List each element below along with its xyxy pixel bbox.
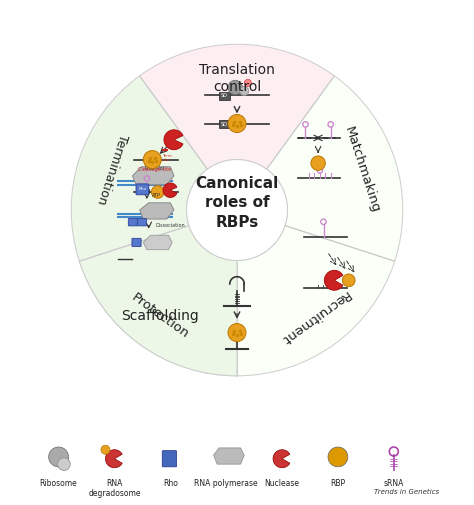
Text: Rho: Rho [163, 479, 178, 487]
Text: Termination: Termination [94, 132, 129, 206]
Polygon shape [143, 235, 172, 249]
Text: Matchmaking: Matchmaking [342, 125, 382, 214]
Text: SD: SD [221, 93, 228, 98]
Text: Cleavage site: Cleavage site [137, 167, 171, 172]
Wedge shape [267, 76, 403, 261]
Text: SD: SD [221, 122, 228, 127]
Wedge shape [163, 183, 177, 197]
Wedge shape [71, 76, 207, 261]
Text: Protection: Protection [128, 291, 191, 341]
Text: sRNA: sRNA [383, 479, 404, 487]
FancyBboxPatch shape [219, 121, 230, 128]
Text: Scaffolding: Scaffolding [121, 310, 199, 324]
Circle shape [187, 160, 287, 261]
Circle shape [311, 156, 325, 170]
Text: Term
site: Term site [162, 154, 172, 163]
Text: Nuclease: Nuclease [264, 479, 300, 487]
Text: Translation
control: Translation control [199, 63, 275, 93]
Polygon shape [140, 203, 174, 219]
FancyBboxPatch shape [219, 91, 230, 99]
FancyBboxPatch shape [128, 219, 137, 226]
Circle shape [228, 324, 246, 341]
Text: RNA polymerase: RNA polymerase [194, 479, 258, 487]
Polygon shape [132, 167, 174, 185]
Wedge shape [79, 226, 237, 376]
Wedge shape [139, 44, 335, 169]
Text: RNA Pol: RNA Pol [145, 166, 164, 171]
Text: Dissociation: Dissociation [156, 223, 185, 228]
FancyBboxPatch shape [132, 238, 141, 246]
Circle shape [244, 79, 251, 86]
FancyBboxPatch shape [137, 219, 146, 226]
Text: Recruitment: Recruitment [277, 287, 351, 346]
Circle shape [58, 458, 70, 471]
Circle shape [101, 445, 110, 454]
FancyBboxPatch shape [162, 450, 177, 467]
Circle shape [240, 86, 249, 95]
Polygon shape [214, 448, 244, 464]
Circle shape [342, 274, 355, 287]
Wedge shape [79, 226, 237, 376]
Circle shape [328, 447, 348, 467]
Circle shape [228, 80, 242, 95]
Text: RNA
degradosome: RNA degradosome [88, 479, 141, 498]
Wedge shape [324, 270, 343, 290]
Circle shape [143, 150, 161, 169]
Wedge shape [164, 130, 183, 149]
Wedge shape [105, 450, 122, 468]
Text: Canonical
roles of
RBPs: Canonical roles of RBPs [195, 176, 279, 230]
Text: Ribosome: Ribosome [40, 479, 77, 487]
Wedge shape [273, 450, 290, 468]
Circle shape [228, 115, 246, 132]
Circle shape [151, 186, 164, 198]
Wedge shape [237, 226, 395, 376]
Text: Rho: Rho [138, 187, 146, 191]
Circle shape [49, 447, 69, 467]
Text: RBP: RBP [330, 479, 346, 487]
Text: Trends in Genetics: Trends in Genetics [374, 489, 439, 495]
FancyBboxPatch shape [136, 184, 149, 195]
Text: ATP: ATP [152, 192, 161, 197]
